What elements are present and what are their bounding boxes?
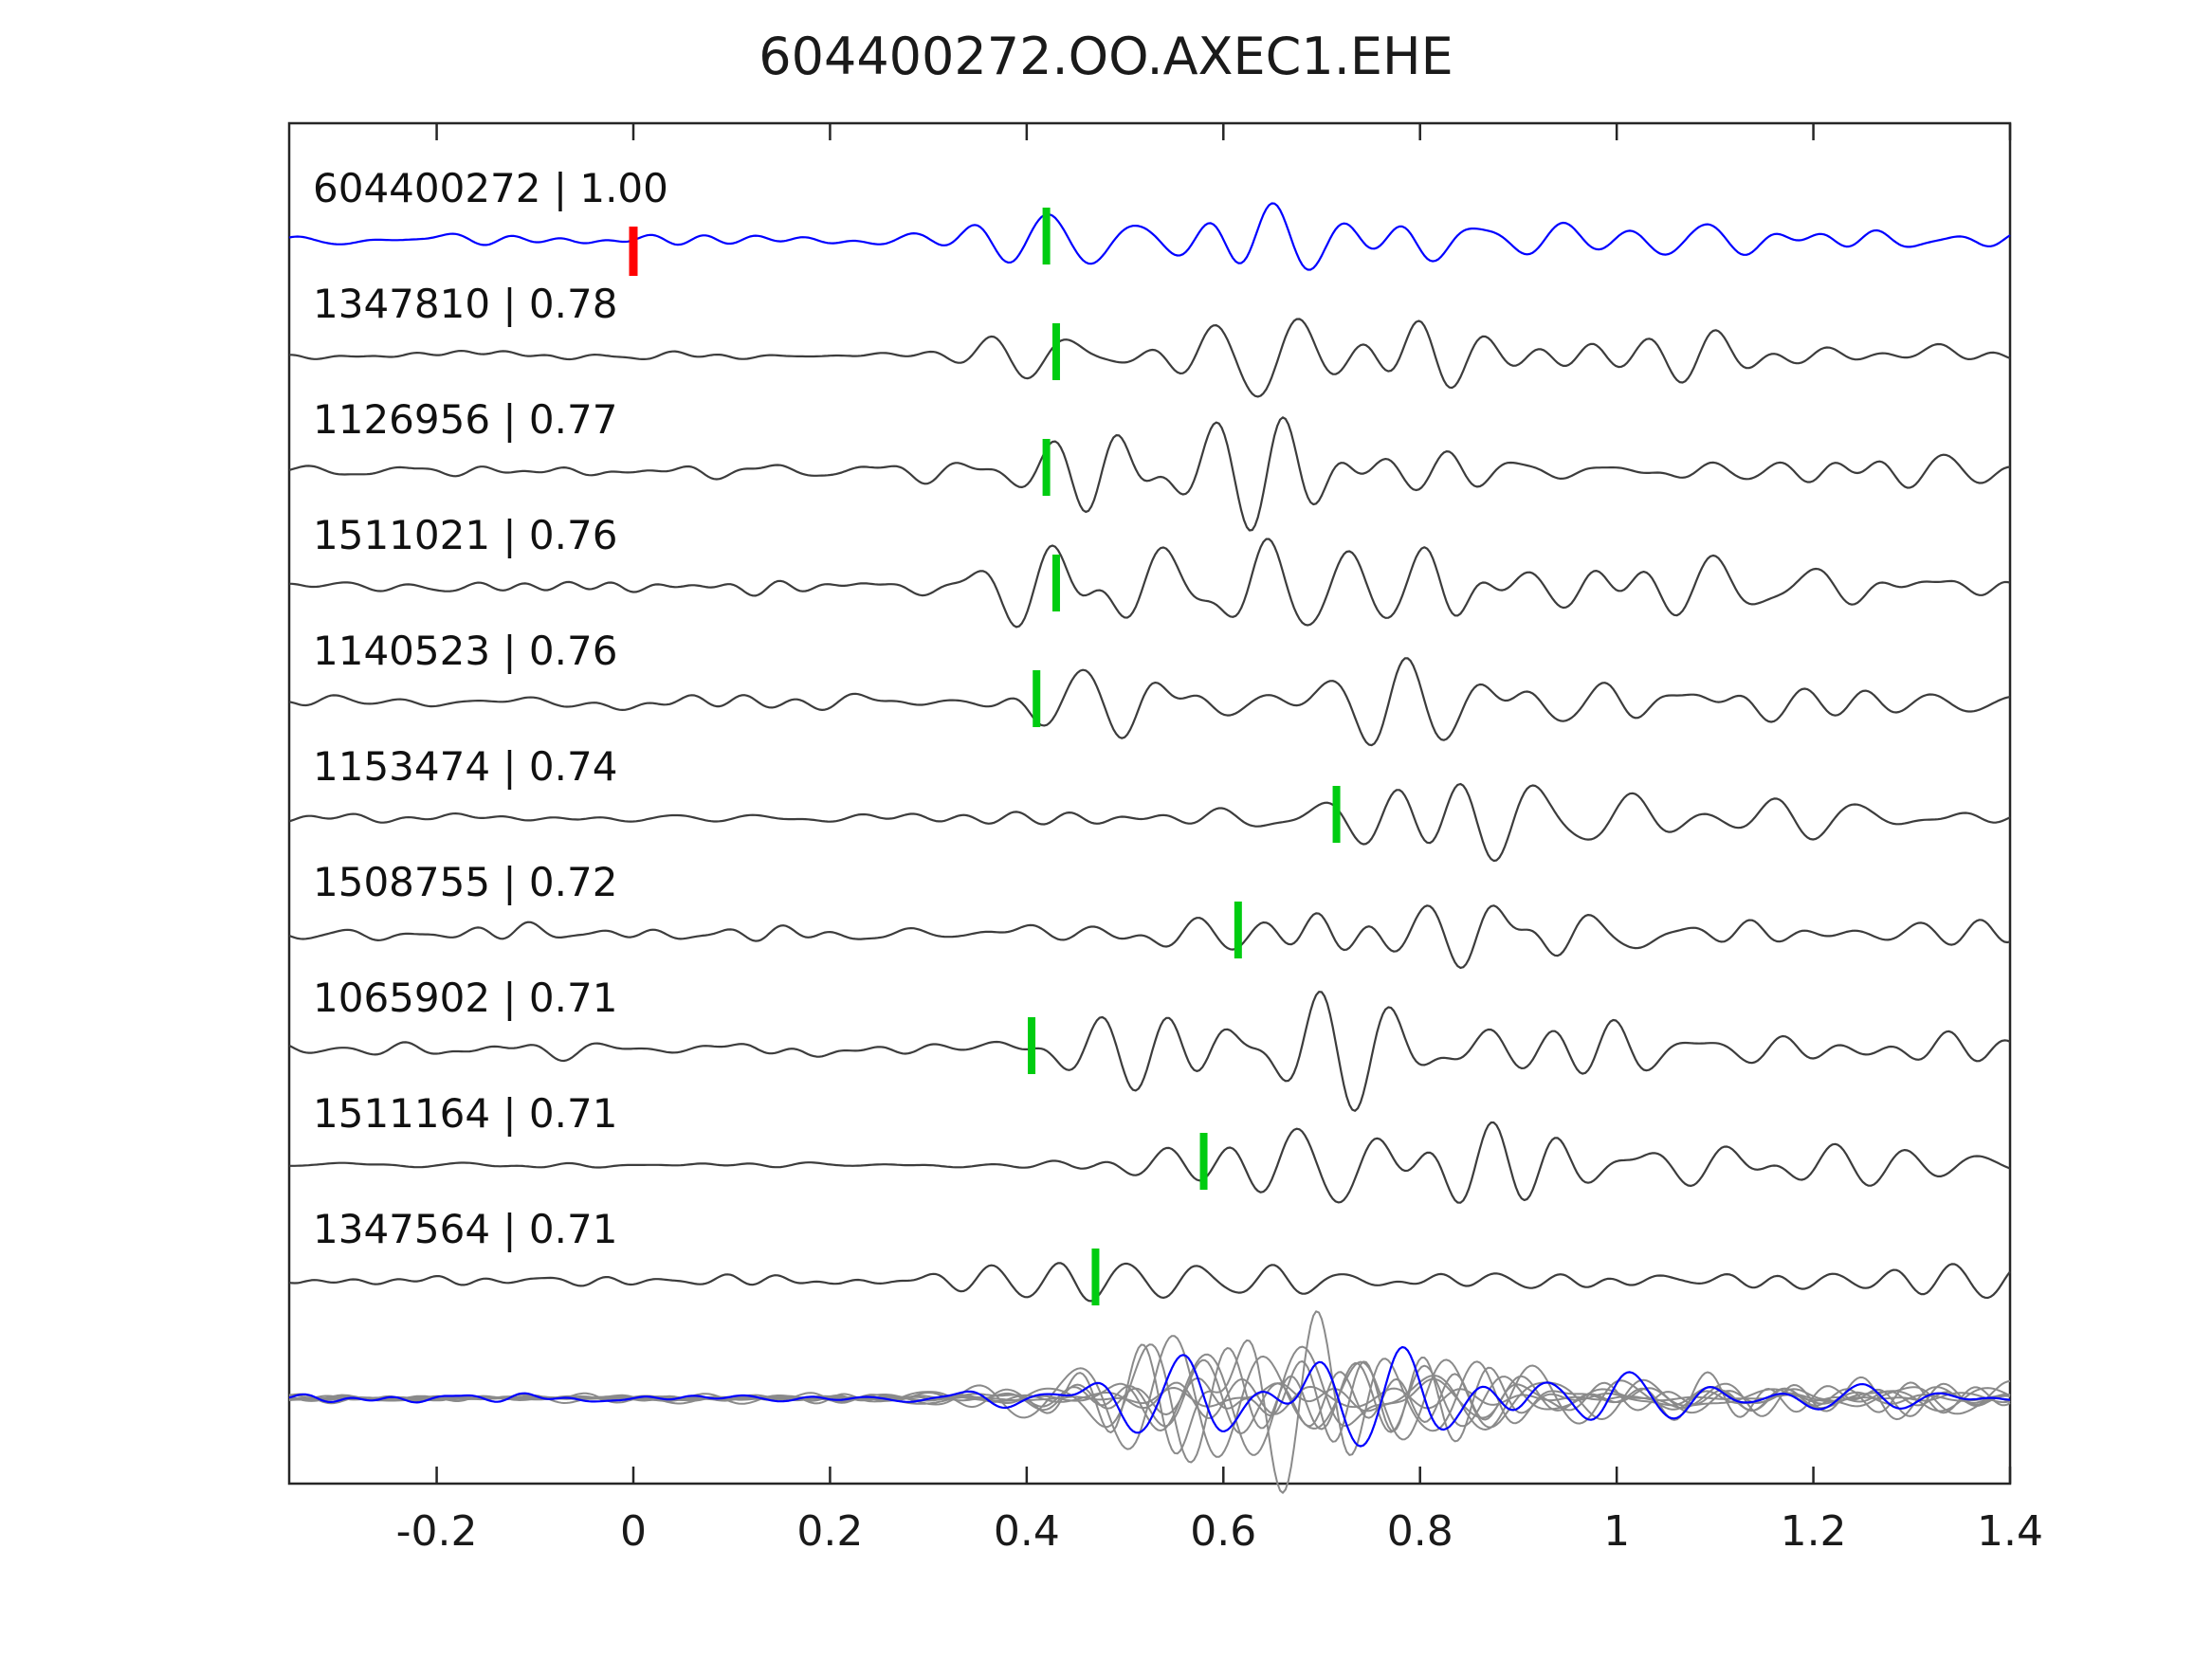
trace-label: 1511164 | 0.71 xyxy=(313,1090,617,1137)
overlay-reference-trace xyxy=(288,1345,2011,1448)
x-tick-label: 0.4 xyxy=(994,1507,1060,1556)
trace-label: 1126956 | 0.77 xyxy=(313,396,617,443)
x-tick-label: 0.6 xyxy=(1190,1507,1256,1556)
overlay-trace-0 xyxy=(289,1343,2011,1464)
x-tick-label: 0.8 xyxy=(1387,1507,1453,1556)
trace-604400272 xyxy=(288,202,2011,271)
trace-1065902 xyxy=(288,991,2011,1112)
axes-box xyxy=(287,121,2012,1486)
x-tick-label: 0.2 xyxy=(796,1507,863,1556)
x-tick-label: 0 xyxy=(620,1507,647,1556)
trace-label: 1065902 | 0.71 xyxy=(313,975,617,1021)
x-tick-label: 1.4 xyxy=(1977,1507,2043,1556)
trace-1126956 xyxy=(288,416,2011,532)
trace-1347564 xyxy=(288,1262,2011,1303)
trace-label: 1347810 | 0.78 xyxy=(313,281,617,327)
trace-1511164 xyxy=(289,1121,2011,1204)
trace-1153474 xyxy=(288,782,2011,863)
trace-1508755 xyxy=(288,904,2011,970)
trace-label: 1511021 | 0.76 xyxy=(313,512,617,558)
x-tick-label: -0.2 xyxy=(396,1507,478,1556)
trace-1140523 xyxy=(288,657,2011,747)
trace-1347810 xyxy=(289,318,2011,398)
trace-1511021 xyxy=(289,538,2011,629)
trace-label: 604400272 | 1.00 xyxy=(313,165,668,211)
chart-title: 604400272.OO.AXEC1.EHE xyxy=(759,27,1453,86)
trace-label: 1347564 | 0.71 xyxy=(313,1206,617,1252)
trace-label: 1140523 | 0.76 xyxy=(313,628,617,674)
trace-label: 1153474 | 0.74 xyxy=(313,743,617,790)
x-tick-label: 1.2 xyxy=(1781,1507,1847,1556)
trace-label: 1508755 | 0.72 xyxy=(313,859,617,905)
x-tick-label: 1 xyxy=(1603,1507,1630,1556)
